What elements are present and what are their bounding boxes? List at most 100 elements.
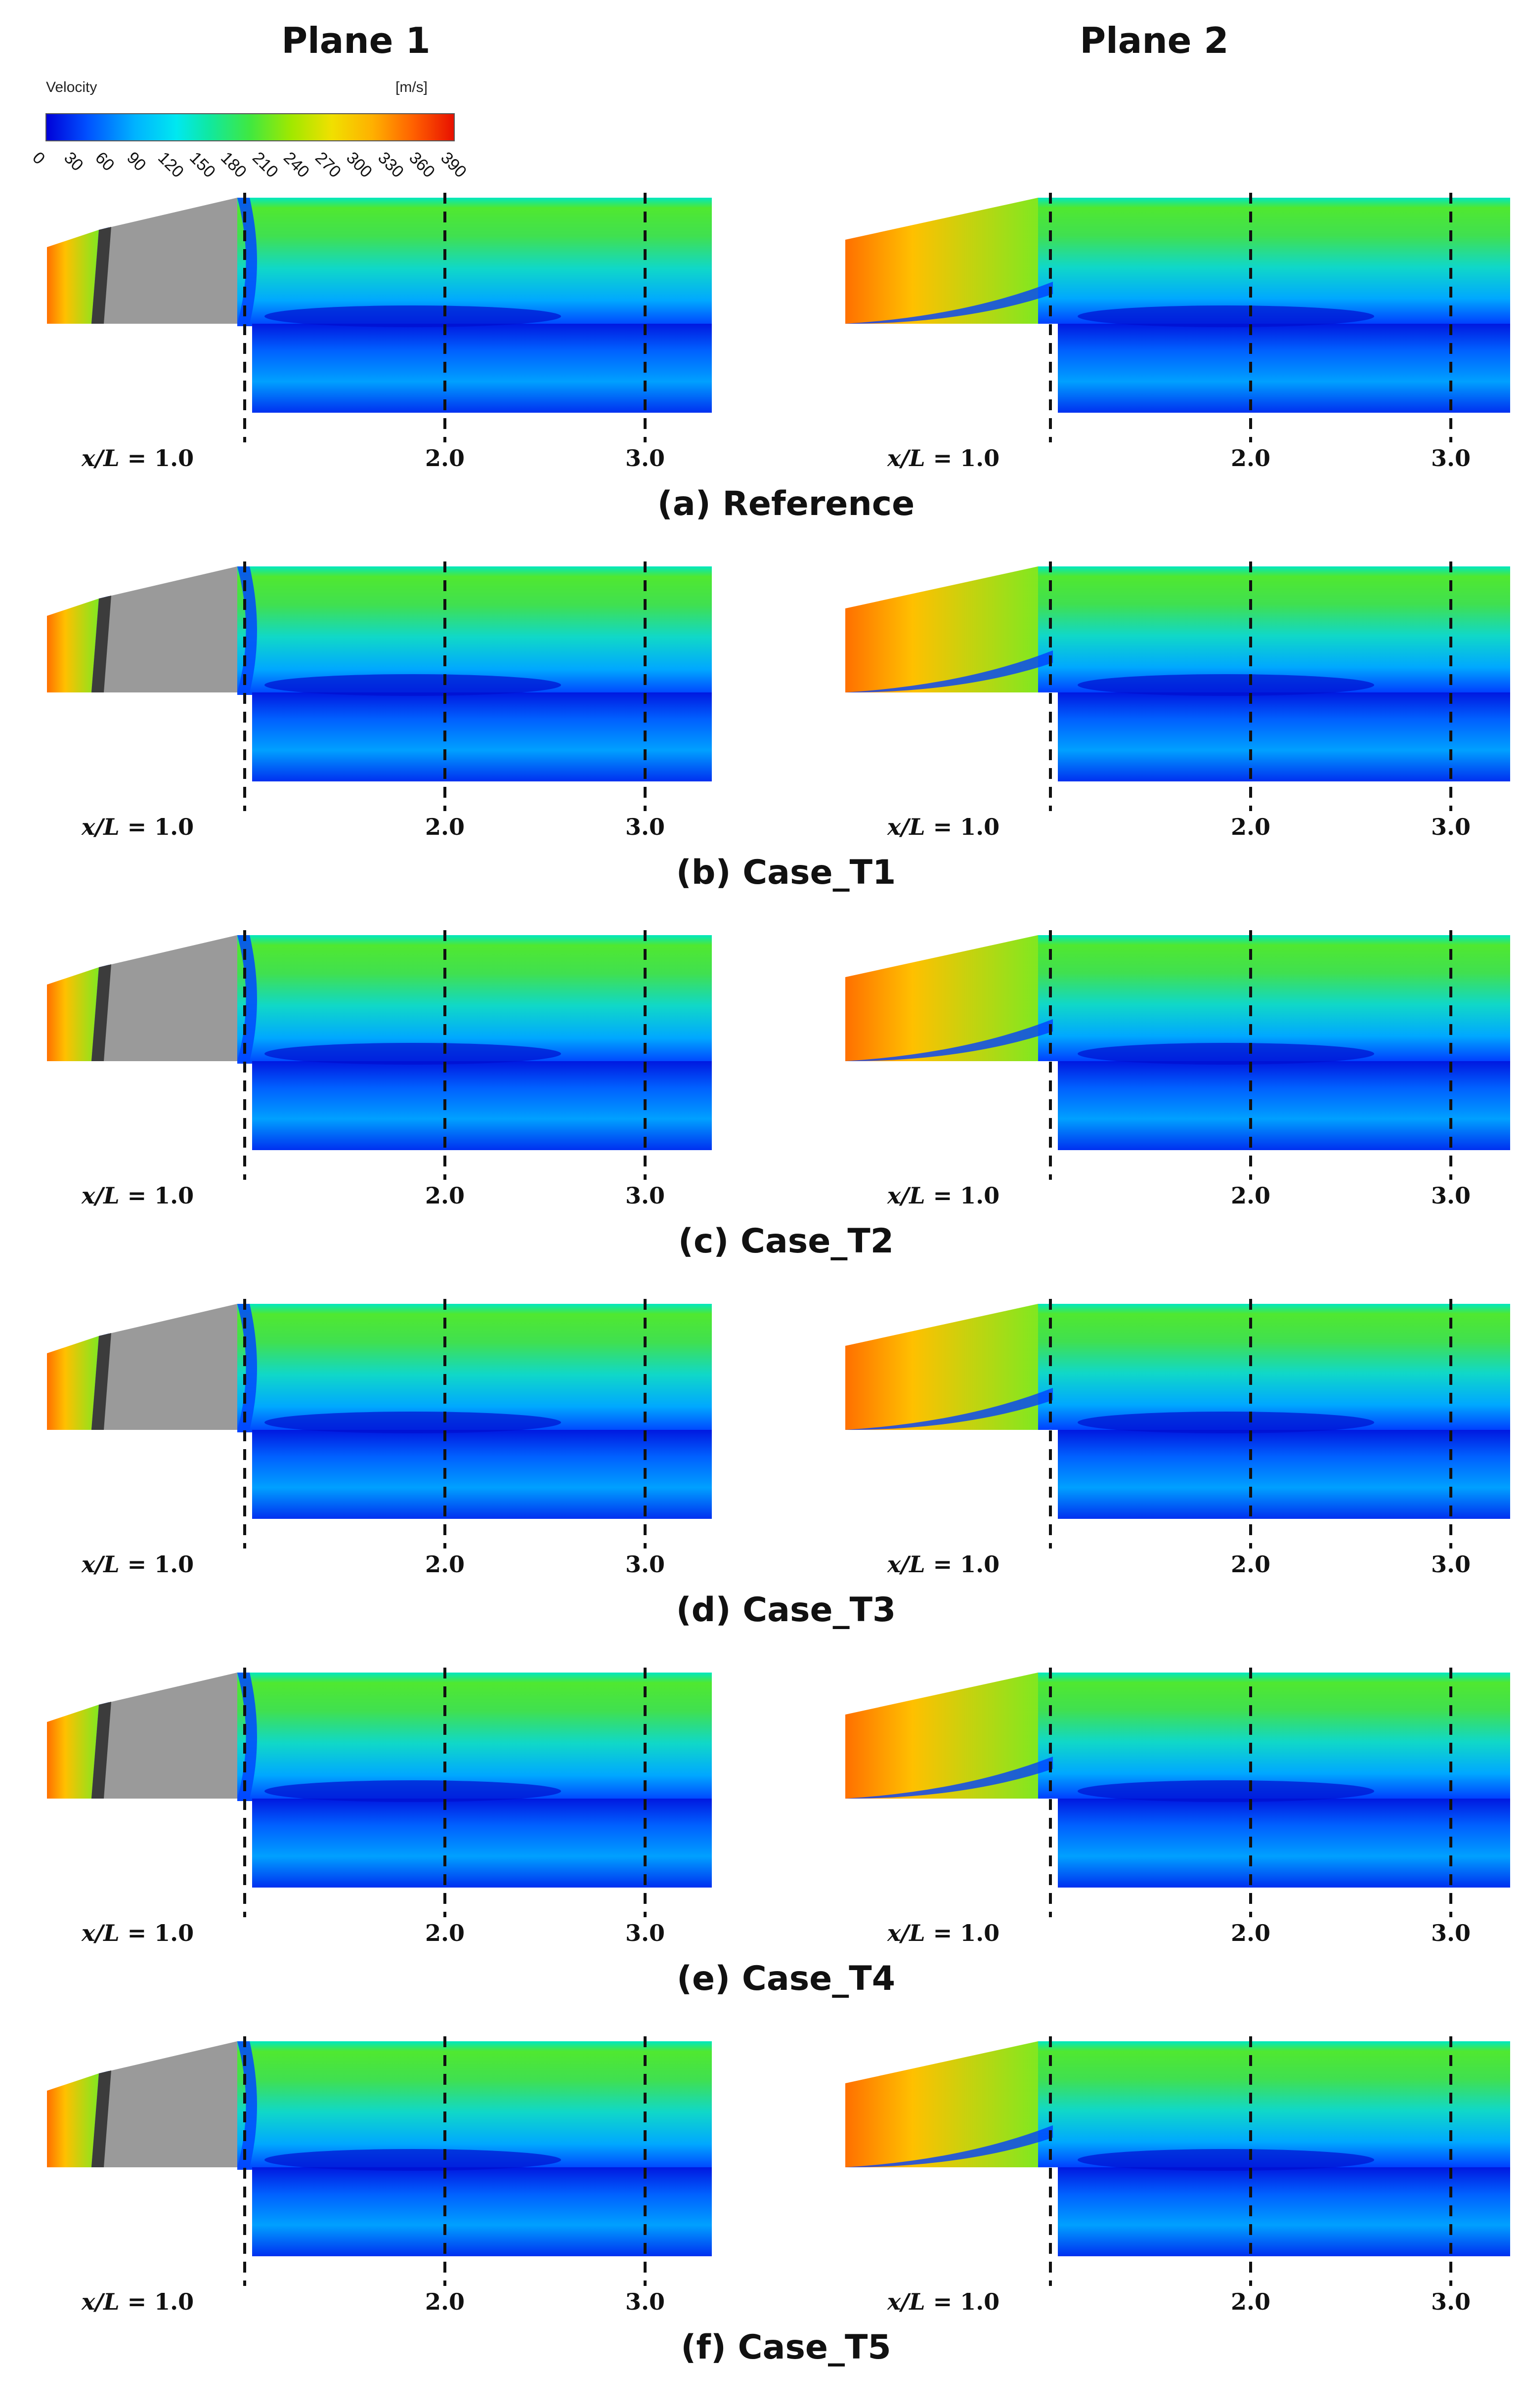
strut-geometry bbox=[91, 935, 237, 1061]
legend-gradient-bar bbox=[45, 113, 455, 141]
case-caption: (e) Case_T4 bbox=[676, 1959, 896, 1998]
plane-1-contour bbox=[47, 1299, 712, 1548]
x-axis-label: 3.0 bbox=[1431, 2288, 1471, 2315]
main-flow-region bbox=[237, 2041, 712, 2170]
plane-2-contour bbox=[845, 930, 1510, 1180]
recirculation-region bbox=[1058, 1430, 1510, 1519]
plane-2-contour bbox=[845, 1668, 1510, 1917]
recirculation-region bbox=[252, 1799, 712, 1888]
x-axis-prefix: x/L = bbox=[82, 1920, 155, 1946]
recirculation-region bbox=[1058, 2167, 1510, 2256]
strut-geometry bbox=[91, 2041, 237, 2167]
recirculation-region bbox=[1058, 1799, 1510, 1888]
case-caption: (b) Case_T1 bbox=[676, 853, 896, 892]
x-axis-label: 3.0 bbox=[625, 1920, 665, 1946]
x-axis-label: 2.0 bbox=[425, 445, 465, 472]
recirculation-region bbox=[252, 1430, 712, 1519]
x-axis-label: 2.0 bbox=[1231, 2288, 1271, 2315]
x-axis-label: 2.0 bbox=[1231, 1182, 1271, 1209]
x-axis-label: 2.0 bbox=[1231, 1920, 1271, 1946]
x-axis-label-first: x/L = 1.0 bbox=[887, 445, 1000, 472]
x-axis-label: 3.0 bbox=[1431, 1551, 1471, 1578]
column-title-plane-2: Plane 2 bbox=[1080, 20, 1229, 61]
recirculation-region bbox=[252, 2167, 712, 2256]
x-axis-value: 1.0 bbox=[960, 2288, 1000, 2315]
strut-geometry bbox=[91, 566, 237, 692]
x-axis-label: 3.0 bbox=[1431, 1182, 1471, 1209]
x-axis-label-first: x/L = 1.0 bbox=[82, 814, 194, 840]
strut-geometry bbox=[91, 1673, 237, 1799]
x-axis-label-first: x/L = 1.0 bbox=[82, 2288, 194, 2315]
x-axis-prefix: x/L = bbox=[887, 1182, 960, 1209]
x-axis-label-first: x/L = 1.0 bbox=[82, 1182, 194, 1209]
case-caption: (c) Case_T2 bbox=[678, 1222, 894, 1261]
x-axis-label-first: x/L = 1.0 bbox=[82, 445, 194, 472]
inlet-flow bbox=[47, 1705, 99, 1799]
strut-geometry bbox=[91, 198, 237, 324]
x-axis-label: 2.0 bbox=[425, 2288, 465, 2315]
x-axis-prefix: x/L = bbox=[887, 1920, 960, 1946]
x-axis-prefix: x/L = bbox=[82, 1551, 155, 1578]
x-axis-label-first: x/L = 1.0 bbox=[82, 1551, 194, 1578]
x-axis-prefix: x/L = bbox=[82, 2288, 155, 2315]
x-axis-value: 1.0 bbox=[960, 1182, 1000, 1209]
inlet-flow bbox=[47, 599, 99, 692]
x-axis-label-first: x/L = 1.0 bbox=[887, 1920, 1000, 1946]
x-axis-prefix: x/L = bbox=[82, 445, 155, 472]
recirculation-region bbox=[252, 324, 712, 413]
main-flow-region bbox=[237, 198, 712, 326]
plane-1-contour bbox=[47, 193, 712, 442]
x-axis-value: 1.0 bbox=[154, 445, 194, 472]
main-flow-region bbox=[237, 1673, 712, 1801]
inlet-flow bbox=[845, 2041, 1038, 2167]
x-axis-prefix: x/L = bbox=[887, 1551, 960, 1578]
x-axis-value: 1.0 bbox=[960, 814, 1000, 840]
x-axis-value: 1.0 bbox=[154, 2288, 194, 2315]
legend-title: Velocity bbox=[46, 79, 97, 95]
plane-2-contour bbox=[845, 193, 1510, 442]
main-flow-region bbox=[1038, 935, 1510, 1061]
x-axis-prefix: x/L = bbox=[82, 1182, 155, 1209]
inlet-flow bbox=[845, 566, 1038, 692]
recirculation-region bbox=[252, 692, 712, 781]
inlet-flow bbox=[845, 935, 1038, 1061]
main-flow-region bbox=[1038, 2041, 1510, 2167]
inlet-flow bbox=[845, 1304, 1038, 1430]
main-flow-region bbox=[1038, 1673, 1510, 1799]
recirculation-region bbox=[252, 1061, 712, 1150]
main-flow-region bbox=[1038, 198, 1510, 324]
case-caption: (a) Reference bbox=[657, 484, 915, 523]
inlet-flow bbox=[47, 1336, 99, 1430]
x-axis-prefix: x/L = bbox=[887, 445, 960, 472]
case-caption: (d) Case_T3 bbox=[676, 1591, 896, 1630]
x-axis-label: 3.0 bbox=[1431, 814, 1471, 840]
main-flow-region bbox=[237, 1304, 712, 1432]
legend-colorbar bbox=[45, 113, 455, 141]
x-axis-label-first: x/L = 1.0 bbox=[82, 1920, 194, 1946]
x-axis-value: 1.0 bbox=[960, 445, 1000, 472]
plane-1-contour bbox=[47, 930, 712, 1180]
inlet-flow bbox=[845, 1673, 1038, 1799]
x-axis-value: 1.0 bbox=[154, 814, 194, 840]
x-axis-value: 1.0 bbox=[960, 1551, 1000, 1578]
strut-geometry bbox=[91, 1304, 237, 1430]
inlet-flow bbox=[47, 230, 99, 324]
x-axis-prefix: x/L = bbox=[887, 2288, 960, 2315]
x-axis-value: 1.0 bbox=[154, 1920, 194, 1946]
plane-2-contour bbox=[845, 2036, 1510, 2286]
inlet-flow bbox=[47, 2073, 99, 2167]
x-axis-label: 3.0 bbox=[625, 445, 665, 472]
x-axis-prefix: x/L = bbox=[82, 814, 155, 840]
x-axis-label: 2.0 bbox=[425, 814, 465, 840]
x-axis-label: 2.0 bbox=[425, 1551, 465, 1578]
column-title-plane-1: Plane 1 bbox=[281, 20, 431, 61]
x-axis-label-first: x/L = 1.0 bbox=[887, 814, 1000, 840]
recirculation-region bbox=[1058, 692, 1510, 781]
recirculation-region bbox=[1058, 1061, 1510, 1150]
x-axis-label: 3.0 bbox=[625, 814, 665, 840]
case-caption: (f) Case_T5 bbox=[681, 2328, 891, 2367]
x-axis-label: 3.0 bbox=[1431, 445, 1471, 472]
x-axis-label: 3.0 bbox=[1431, 1920, 1471, 1946]
x-axis-label: 3.0 bbox=[625, 1182, 665, 1209]
